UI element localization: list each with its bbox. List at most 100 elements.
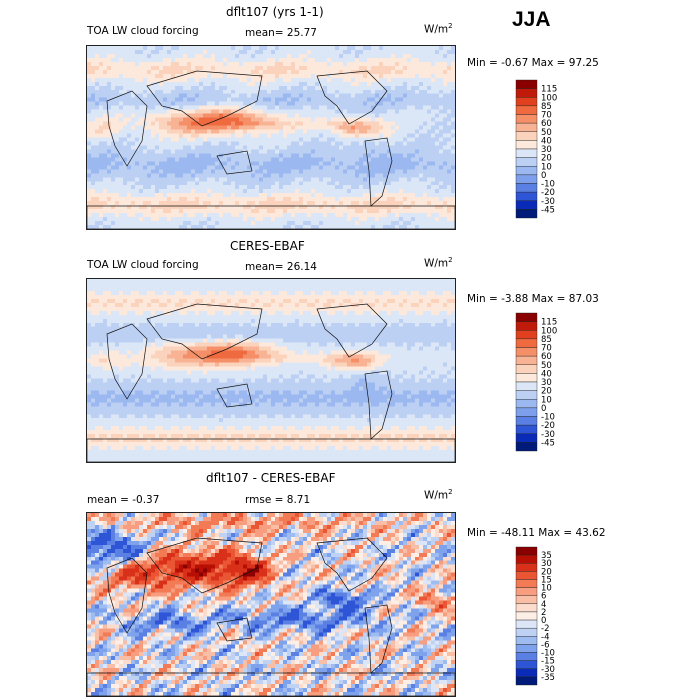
panel2-colorbar-bin [515, 330, 538, 340]
panel1-field [87, 46, 455, 229]
panel3-colorbar-bin [515, 546, 538, 556]
panel1-mean: mean= 25.77 [245, 27, 317, 39]
panel1-colorbar-tick-label: 20 [541, 154, 552, 164]
panel3-rmse: rmse = 8.71 [245, 494, 311, 506]
panel3-title: dflt107 - CERES-EBAF [206, 471, 336, 485]
panel2-colorbar-bin [515, 381, 538, 391]
panel3-colorbar-bin [515, 627, 538, 637]
panel3-colorbar-bin [515, 636, 538, 645]
panel3-colorbar-tick-label: -35 [541, 673, 555, 683]
panel2-colorbar-tick-label: 20 [541, 387, 552, 397]
panel2-colorbar-tick-label: 60 [541, 352, 552, 362]
panel2-map [86, 278, 456, 463]
panel2-colorbar-bin [515, 355, 538, 365]
panel3-colorbar-tick-label: 4 [541, 600, 546, 610]
panel2-colorbar-tick-label: 10 [541, 395, 552, 405]
panel3-mean: mean = -0.37 [87, 494, 160, 506]
panel3-colorbar-tick-label: 6 [541, 592, 546, 602]
panel1-colorbar-bin [515, 140, 538, 150]
panel2-colorbar-tick-label: -20 [541, 421, 555, 431]
panel1-colorbar-bin [515, 166, 538, 176]
panel2-colorbar: 115 100 85 70 60 50 40 30 20 10 0 -10 -20 -30 -45 [515, 312, 576, 463]
panel1-colorbar-tick-label: -45 [541, 205, 555, 215]
panel2-colorbar-bin [515, 399, 538, 409]
panel1-colorbar-bin [515, 105, 538, 115]
panel3-colorbar-bin [515, 660, 538, 669]
panel3-units: W/m2 [424, 488, 453, 502]
panel3-colorbar-tick-label: 15 [541, 575, 552, 585]
panel1-colorbar-tick-label: 40 [541, 136, 552, 146]
season-label: JJA [512, 8, 551, 31]
panel2-colorbar-tick-label: 40 [541, 369, 552, 379]
panel3-colorbar-tick-label: 10 [541, 584, 552, 594]
panel1-minmax: Min = -0.67 Max = 97.25 [467, 57, 599, 69]
panel2-colorbar-bin [515, 424, 538, 434]
panel1-colorbar-bin [515, 174, 538, 184]
panel1-colorbar-tick-label: 100 [541, 93, 557, 103]
panel1-colorbar-bin [515, 97, 538, 107]
panel3-colorbar-tick-label: 0 [541, 616, 546, 626]
panel2-title: CERES-EBAF [230, 239, 305, 253]
panel1-colorbar-bin [515, 122, 538, 132]
panel1-colorbar-tick-label: 0 [541, 171, 546, 181]
panel2-colorbar-tick-label: -45 [541, 438, 555, 448]
panel2-colorbar-tick-label: 0 [541, 404, 546, 414]
panel1-colorbar-tick-label: -10 [541, 180, 555, 190]
panel3-colorbar-bin [515, 676, 538, 686]
panel1-colorbar-bin [515, 79, 538, 89]
panel1-map [86, 45, 456, 230]
panel3-colorbar-tick-label: 2 [541, 608, 546, 618]
panel3-colorbar-tick-label: 30 [541, 559, 552, 569]
panel2-colorbar-bin [515, 407, 538, 417]
panel3-field [87, 513, 455, 696]
panel3-colorbar-bin [515, 652, 538, 661]
panel1-colorbar-tick-label: 60 [541, 119, 552, 129]
panel2-colorbar-bin [515, 442, 538, 452]
panel1-colorbar-bin [515, 191, 538, 201]
panel1-colorbar-tick-label: 85 [541, 102, 552, 112]
panel1-colorbar-tick-label: 115 [541, 85, 557, 95]
panel1-colorbar-tick-label: -30 [541, 197, 555, 207]
panel1-colorbar-tick-label: -20 [541, 188, 555, 198]
panel3-colorbar-bin [515, 571, 538, 580]
panel3-colorbar-tick-label: -2 [541, 624, 549, 634]
panel1-colorbar-bin [515, 183, 538, 193]
panel1-colorbar-tick-label: 30 [541, 145, 552, 155]
panel2-colorbar-bin [515, 321, 538, 331]
panel2-colorbar-bin [515, 416, 538, 426]
panel3-minmax: Min = -48.11 Max = 43.62 [467, 527, 606, 539]
panel1-colorbar-tick-label: 70 [541, 111, 552, 121]
panel2-colorbar-tick-label: 85 [541, 335, 552, 345]
panel2-colorbar-bin [515, 433, 538, 443]
panel2-minmax: Min = -3.88 Max = 87.03 [467, 293, 599, 305]
panel1-colorbar-bin [515, 157, 538, 167]
panel2-subtitle: TOA LW cloud forcing [87, 259, 199, 271]
panel2-colorbar-bin [515, 312, 538, 322]
panel2-units: W/m2 [424, 256, 453, 270]
panel3-colorbar: 35 30 20 15 10 6 4 2 0 -2 -4 -6 -10 -15 -30 -35 [515, 546, 576, 697]
panel1-colorbar-bin [515, 114, 538, 124]
panel3-map [86, 512, 456, 697]
panel2-colorbar-tick-label: -10 [541, 413, 555, 423]
panel2-colorbar-bin [515, 390, 538, 400]
panel2-colorbar-bin [515, 338, 538, 348]
panel2-colorbar-bin [515, 347, 538, 357]
panel3-colorbar-tick-label: -15 [541, 657, 555, 667]
panel1-subtitle: TOA LW cloud forcing [87, 25, 199, 37]
panel2-field [87, 279, 455, 462]
panel3-colorbar-bin [515, 644, 538, 653]
panel1-units: W/m2 [424, 22, 453, 36]
panel2-colorbar-bin [515, 373, 538, 383]
panel1-colorbar: 115 100 85 70 60 50 40 30 20 10 0 -10 -20 -30 -45 [515, 79, 576, 230]
panel3-colorbar-tick-label: -10 [541, 649, 555, 659]
panel2-colorbar-tick-label: -30 [541, 430, 555, 440]
panel3-colorbar-bin [515, 595, 538, 605]
panel3-colorbar-bin [515, 579, 538, 588]
panel2-colorbar-tick-label: 50 [541, 361, 552, 371]
panel2-colorbar-bin [515, 364, 538, 374]
panel3-colorbar-tick-label: 20 [541, 567, 552, 577]
panel1-colorbar-bin [515, 148, 538, 158]
panel3-colorbar-bin [515, 668, 538, 678]
